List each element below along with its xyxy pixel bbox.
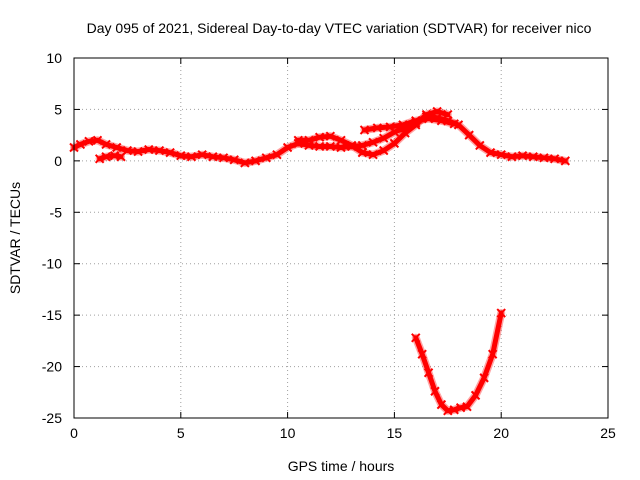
data-point <box>430 386 440 396</box>
data-point <box>357 147 368 158</box>
data-point <box>368 149 378 160</box>
data-point <box>75 139 86 150</box>
data-point <box>423 368 434 378</box>
data-point <box>314 141 325 152</box>
y-tick-label: -10 <box>42 256 62 272</box>
data-point <box>133 146 143 157</box>
data-point <box>336 135 346 145</box>
data-point <box>385 122 395 132</box>
data-point <box>379 145 389 156</box>
data-point <box>84 136 94 147</box>
y-tick-label: 5 <box>54 101 62 117</box>
data-point <box>144 144 154 155</box>
series-2 <box>94 151 126 164</box>
y-axis-title: SDTVAR / TECUs <box>7 182 23 294</box>
grid-layer <box>74 58 608 418</box>
data-point <box>379 133 389 143</box>
data-point <box>507 152 517 162</box>
data-point <box>517 151 528 161</box>
data-point <box>560 156 570 166</box>
data-point <box>464 130 474 140</box>
plot-area-border <box>73 57 609 419</box>
data-point <box>539 153 549 163</box>
data-point <box>400 128 410 138</box>
data-point <box>293 135 303 145</box>
series-line-halo <box>360 114 459 134</box>
data-point <box>389 138 400 149</box>
data-point <box>423 113 434 124</box>
data-point <box>112 142 122 153</box>
series-3 <box>293 106 453 160</box>
y-tick-label: 10 <box>46 50 62 66</box>
x-tick-label: 0 <box>70 425 78 441</box>
data-point <box>417 349 427 359</box>
data-point <box>314 132 325 142</box>
data-point <box>240 158 250 168</box>
series-line-halo <box>95 151 125 163</box>
y-tick-label: -25 <box>42 410 62 426</box>
x-tick-label: 10 <box>280 425 296 441</box>
data-point <box>346 140 357 151</box>
data-point <box>436 116 447 126</box>
data-point <box>325 141 336 152</box>
data-point <box>479 373 489 383</box>
series-4 <box>359 113 459 135</box>
x-axis-title: GPS time / hours <box>288 458 395 474</box>
data-point <box>372 123 383 133</box>
data-point <box>229 155 239 165</box>
data-point <box>398 120 408 130</box>
x-tick-label: 5 <box>177 425 185 441</box>
data-point <box>411 116 421 126</box>
x-tick-label: 15 <box>387 425 403 441</box>
data-point <box>528 152 538 162</box>
data-point <box>154 145 165 156</box>
data-point <box>449 405 459 415</box>
data-point <box>470 390 481 401</box>
series-line <box>97 153 124 162</box>
data-point <box>116 152 126 162</box>
data-point <box>549 154 560 164</box>
data-point <box>272 149 282 160</box>
data-point <box>94 154 105 164</box>
data-point <box>208 152 218 162</box>
data-point <box>218 153 229 163</box>
data-point <box>496 308 506 318</box>
y-tick-label: -5 <box>50 204 63 220</box>
data-point <box>432 106 442 117</box>
data-point <box>359 125 370 135</box>
x-tick-label: 25 <box>600 425 616 441</box>
data-point <box>304 135 314 145</box>
data-point <box>475 140 485 151</box>
data-point <box>462 401 472 412</box>
data-point <box>250 156 261 166</box>
data-point <box>449 119 459 129</box>
data-point <box>325 131 336 141</box>
data-point <box>176 151 186 161</box>
y-tick-label: 0 <box>54 153 62 169</box>
x-tick-label: 20 <box>493 425 509 441</box>
data-point <box>261 153 271 163</box>
data-point <box>485 147 496 158</box>
data-point <box>101 139 111 150</box>
data-point <box>282 142 293 153</box>
data-point <box>92 135 103 145</box>
y-tick-label: -20 <box>42 359 62 375</box>
data-point <box>368 137 378 148</box>
data-point <box>101 152 111 162</box>
series-layer <box>69 106 570 416</box>
data-point <box>487 349 498 359</box>
chart-title: Day 095 of 2021, Sidereal Day-to-day VTE… <box>87 20 592 36</box>
y-tick-label: -15 <box>42 307 62 323</box>
series-line <box>362 116 457 133</box>
data-point <box>186 152 197 162</box>
data-point <box>411 333 421 343</box>
series-5 <box>411 308 506 416</box>
data-point <box>197 149 207 160</box>
series-line-halo <box>411 309 506 415</box>
data-point <box>336 142 346 153</box>
axis-layer: 0 5 10 15 20 25 -25 -20 -15 -10 -5 0 5 10 <box>42 50 616 441</box>
data-point <box>165 147 175 158</box>
data-point <box>496 149 506 160</box>
